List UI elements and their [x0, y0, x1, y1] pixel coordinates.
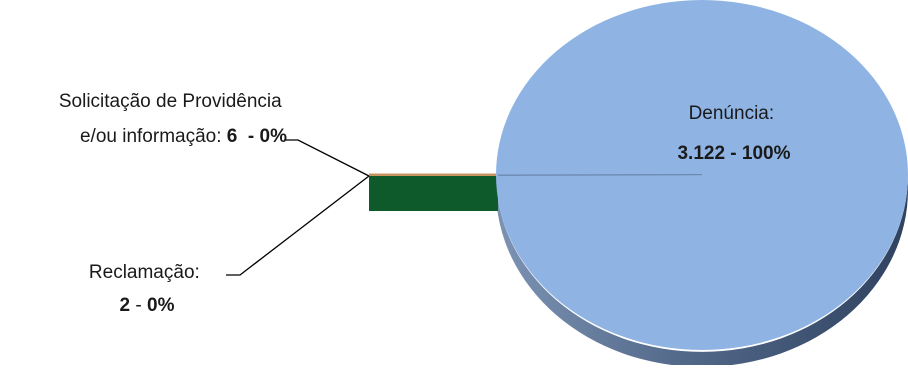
data-label-reclamacao: Reclamação: 2 - 0%: [89, 262, 205, 316]
data-label-denuncia: Denúncia: 3.122 - 100%: [677, 103, 790, 164]
data-label-solicitacao: Solicitação de Providência e/ou informaç…: [59, 91, 287, 147]
data-label-reclamacao-value: 2 - 0%: [120, 295, 175, 316]
data-label-denuncia-value: 3.122 - 100%: [677, 143, 790, 164]
leader-line-solicitacao: [284, 139, 370, 177]
pie-slice-reclamacao: [369, 175, 498, 211]
data-label-reclamacao-line1: Reclamação:: [89, 262, 200, 283]
data-label-denuncia-line1: Denúncia:: [689, 103, 775, 124]
data-label-solicitacao-line2: e/ou informação: 6 - 0%: [80, 126, 287, 147]
data-label-solicitacao-line1: Solicitação de Providência: [59, 91, 282, 112]
pie-slice-divider: [497, 173, 703, 176]
leader-line-reclamacao: [226, 175, 370, 276]
